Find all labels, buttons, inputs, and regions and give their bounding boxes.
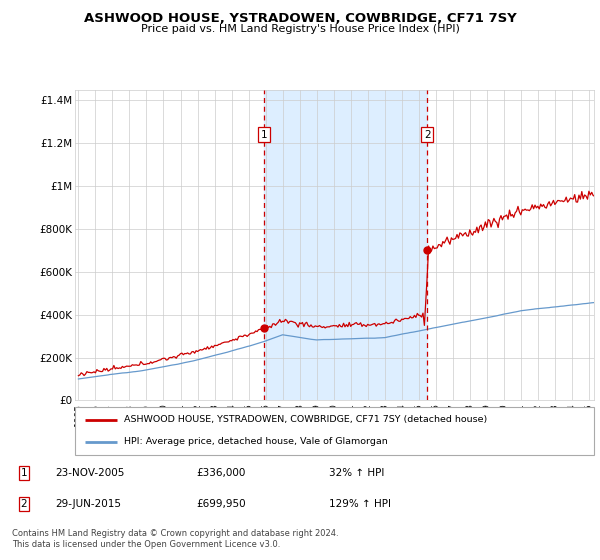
Text: 1: 1: [20, 468, 27, 478]
Text: 2: 2: [424, 130, 431, 139]
Text: HPI: Average price, detached house, Vale of Glamorgan: HPI: Average price, detached house, Vale…: [124, 437, 388, 446]
Text: Contains HM Land Registry data © Crown copyright and database right 2024.
This d: Contains HM Land Registry data © Crown c…: [12, 529, 338, 549]
Text: 32% ↑ HPI: 32% ↑ HPI: [329, 468, 384, 478]
Text: Price paid vs. HM Land Registry's House Price Index (HPI): Price paid vs. HM Land Registry's House …: [140, 24, 460, 34]
Text: 29-JUN-2015: 29-JUN-2015: [55, 500, 121, 509]
Text: ASHWOOD HOUSE, YSTRADOWEN, COWBRIDGE, CF71 7SY: ASHWOOD HOUSE, YSTRADOWEN, COWBRIDGE, CF…: [83, 12, 517, 25]
Text: £336,000: £336,000: [196, 468, 245, 478]
Text: £699,950: £699,950: [196, 500, 246, 509]
Bar: [264, 90, 427, 400]
FancyBboxPatch shape: [75, 407, 594, 455]
Text: 23-NOV-2005: 23-NOV-2005: [55, 468, 125, 478]
Text: 1: 1: [260, 130, 267, 139]
Text: 129% ↑ HPI: 129% ↑ HPI: [329, 500, 391, 509]
Text: 2: 2: [20, 500, 27, 509]
Text: ASHWOOD HOUSE, YSTRADOWEN, COWBRIDGE, CF71 7SY (detached house): ASHWOOD HOUSE, YSTRADOWEN, COWBRIDGE, CF…: [124, 416, 488, 424]
